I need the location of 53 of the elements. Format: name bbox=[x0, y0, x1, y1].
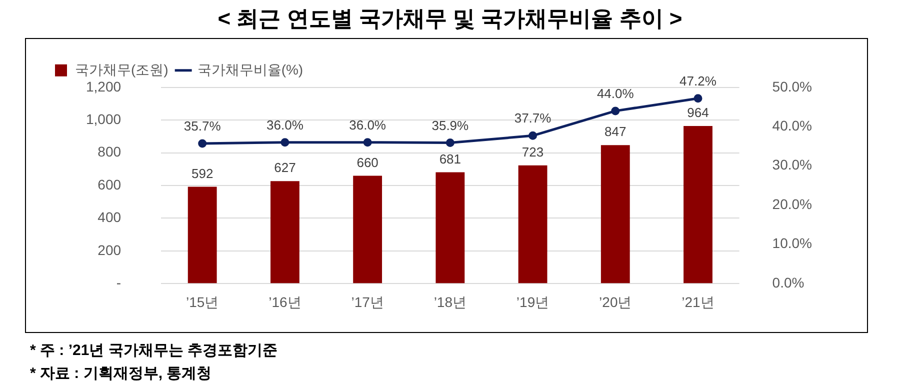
point bbox=[446, 138, 454, 147]
x-tick-label: ’15년 bbox=[186, 294, 219, 310]
point bbox=[198, 139, 207, 148]
data-label: 592 bbox=[191, 166, 214, 181]
point bbox=[280, 138, 290, 147]
data-label: 35.9% bbox=[432, 118, 470, 133]
x-tick-label: ’17년 bbox=[351, 294, 384, 310]
y-tick-label: 1,000 bbox=[86, 110, 122, 127]
y2-tick-label: 0.0% bbox=[772, 274, 804, 290]
data-label: 627 bbox=[274, 160, 296, 176]
x-tick-label: ’19년 bbox=[516, 294, 550, 310]
data-label: 47.2% bbox=[680, 73, 717, 88]
y2-tick-label: 40.0% bbox=[772, 118, 812, 134]
text: * 자료 : 기획재정부, 통계청 bbox=[30, 364, 213, 384]
text: * 주 : ’21년 국가채무는 추경포함기준 bbox=[30, 341, 279, 361]
x-tick-label: ’21년 bbox=[682, 294, 714, 310]
y-tick-label: 1,200 bbox=[86, 78, 122, 94]
point bbox=[528, 131, 538, 140]
y-tick-label: - bbox=[116, 274, 122, 290]
point bbox=[363, 138, 372, 147]
y2-tick-label: 10.0% bbox=[772, 235, 812, 252]
bar bbox=[518, 165, 548, 284]
data-label: 36.0% bbox=[349, 117, 386, 132]
data-label: 723 bbox=[522, 144, 544, 160]
bar bbox=[436, 172, 465, 284]
data-label: 681 bbox=[439, 151, 462, 166]
bar bbox=[270, 181, 300, 284]
point bbox=[611, 106, 620, 116]
x-tick-label: ’20년 bbox=[599, 294, 632, 310]
y-tick-label: 200 bbox=[98, 242, 122, 258]
x-tick-label: ’16년 bbox=[268, 294, 302, 310]
point bbox=[694, 94, 702, 103]
data-label: 36.0% bbox=[266, 117, 304, 132]
chart-title: < 최근 연도별 국가채무 및 국가채무비율 추이 > bbox=[216, 5, 684, 33]
data-label: 44.0% bbox=[596, 86, 634, 102]
legend-label: 국가채무(조원) bbox=[75, 61, 168, 78]
bar bbox=[600, 145, 630, 284]
data-label: 660 bbox=[356, 154, 378, 170]
y-tick-label: 400 bbox=[98, 209, 122, 226]
y2-tick-label: 20.0% bbox=[772, 196, 812, 212]
bar bbox=[684, 126, 712, 284]
bar bbox=[353, 176, 382, 284]
y2-tick-label: 50.0% bbox=[772, 78, 812, 94]
data-label: 35.7% bbox=[184, 118, 222, 134]
legend-label: 국가채무비율(%) bbox=[197, 61, 304, 78]
data-label: 37.7% bbox=[514, 110, 552, 126]
y-tick-label: 800 bbox=[98, 144, 122, 160]
data-label: 847 bbox=[604, 124, 626, 140]
bar bbox=[188, 186, 217, 284]
x-tick-label: ’18년 bbox=[434, 294, 467, 310]
y2-tick-label: 30.0% bbox=[772, 156, 812, 173]
data-label: 964 bbox=[687, 105, 709, 120]
y-tick-label: 600 bbox=[98, 176, 122, 192]
